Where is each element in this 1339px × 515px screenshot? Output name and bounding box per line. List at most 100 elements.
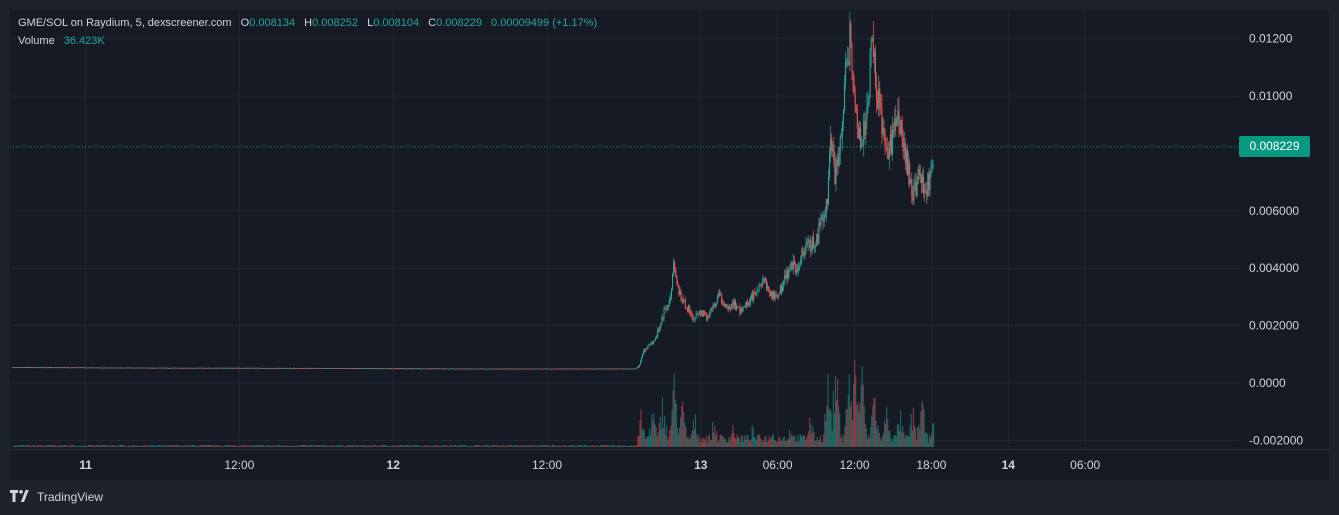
candle-body — [613, 368, 615, 370]
volume-bar — [831, 430, 833, 447]
volume-bar — [718, 440, 720, 447]
volume-bar — [527, 446, 529, 447]
volume-bar — [44, 445, 46, 447]
volume-bar — [110, 445, 112, 447]
volume-bar — [510, 445, 512, 447]
candle-body — [380, 368, 382, 370]
axis-corner[interactable] — [1239, 449, 1329, 480]
volume-bar — [835, 400, 838, 447]
time-tick-label: 12:00 — [839, 458, 869, 472]
candle-body — [630, 368, 632, 370]
candle-body — [12, 367, 14, 369]
candle-body — [747, 301, 749, 306]
candle-body — [400, 368, 402, 370]
volume-label[interactable]: Volume — [18, 35, 55, 47]
candle-body — [202, 367, 204, 369]
volume-bar — [124, 446, 126, 447]
candle-body — [597, 368, 599, 370]
volume-bar — [866, 439, 869, 447]
candle-body — [840, 136, 842, 138]
candle-body — [169, 367, 171, 369]
volume-bar — [576, 445, 578, 447]
volume-bar — [90, 444, 92, 447]
chart-panel[interactable] — [10, 10, 1239, 449]
volume-bar — [790, 436, 792, 447]
volume-bar — [179, 445, 181, 447]
volume-bar — [543, 445, 545, 447]
candle-body — [915, 182, 917, 196]
candle-body — [926, 190, 928, 197]
volume-bar — [614, 445, 616, 447]
candle-body — [806, 242, 808, 244]
candle-body — [88, 367, 91, 369]
volume-bar — [227, 445, 229, 447]
volume-bar — [583, 444, 586, 447]
volume-bar — [744, 435, 746, 447]
volume-bar — [367, 446, 369, 447]
volume-bar — [148, 445, 150, 447]
volume-bar — [338, 444, 340, 447]
candle-body — [450, 368, 453, 370]
candle-body — [399, 368, 401, 370]
candle-body — [881, 108, 883, 135]
volume-bar — [787, 439, 789, 447]
candle-body — [616, 368, 618, 370]
candle-body — [94, 367, 96, 369]
candle-body — [849, 23, 851, 66]
volume-bar — [144, 445, 147, 447]
volume-bar — [606, 444, 608, 447]
volume-bar — [79, 445, 81, 447]
volume-bar — [925, 432, 927, 447]
candle-body — [741, 308, 743, 312]
candle-body — [296, 367, 298, 369]
candle-body — [794, 265, 796, 273]
candle-body — [846, 62, 848, 64]
candle-body — [591, 368, 594, 370]
symbol-title[interactable]: GME/SOL on Raydium, 5, dexscreener.com — [18, 17, 232, 29]
candle-body — [469, 368, 471, 370]
candle-body — [64, 367, 66, 369]
volume-bar — [791, 433, 793, 447]
volume-bar — [900, 410, 902, 447]
volume-bar — [777, 442, 779, 447]
candle-body — [618, 368, 620, 370]
candle-body — [906, 150, 909, 175]
price-chart[interactable] — [10, 10, 1239, 449]
price-axis[interactable]: 0.01200 0.01000 0.006000 0.004000 0.002000 0.… — [1239, 10, 1329, 449]
candle-body — [855, 105, 857, 113]
candle-body — [486, 368, 488, 370]
volume-bar — [629, 445, 631, 447]
candle-body — [790, 262, 792, 266]
candle-body — [478, 368, 480, 370]
volume-bar — [268, 445, 270, 447]
candle-body — [125, 367, 127, 369]
volume-bar — [476, 445, 478, 447]
volume-bar — [512, 445, 514, 447]
candle-body — [445, 368, 447, 370]
volume-bar — [95, 445, 97, 447]
volume-bar — [689, 438, 691, 447]
volume-bar — [67, 446, 69, 448]
candle-body — [447, 368, 449, 370]
candle-body — [749, 298, 752, 304]
candle-body — [588, 368, 590, 370]
volume-bar — [69, 445, 71, 447]
candle-body — [71, 367, 73, 369]
candle-body — [682, 298, 684, 302]
candle-body — [442, 368, 444, 370]
candle-body — [827, 177, 830, 204]
candle-body — [135, 367, 137, 369]
candle-body — [578, 368, 580, 370]
time-axis[interactable]: 11 12:00 12 12:00 13 06:00 12:00 18:00 14 06:00 — [10, 449, 1239, 480]
candle-body — [222, 367, 224, 369]
volume-bar — [749, 440, 751, 447]
candle-body — [858, 127, 860, 139]
tradingview-branding[interactable]: TradingView — [10, 488, 103, 506]
volume-bar — [415, 444, 417, 447]
candle-body — [248, 367, 250, 369]
volume-bar — [361, 445, 363, 447]
volume-bar — [570, 445, 572, 447]
volume-bar — [912, 407, 914, 447]
volume-bar — [633, 445, 635, 447]
candle-body — [590, 368, 592, 370]
